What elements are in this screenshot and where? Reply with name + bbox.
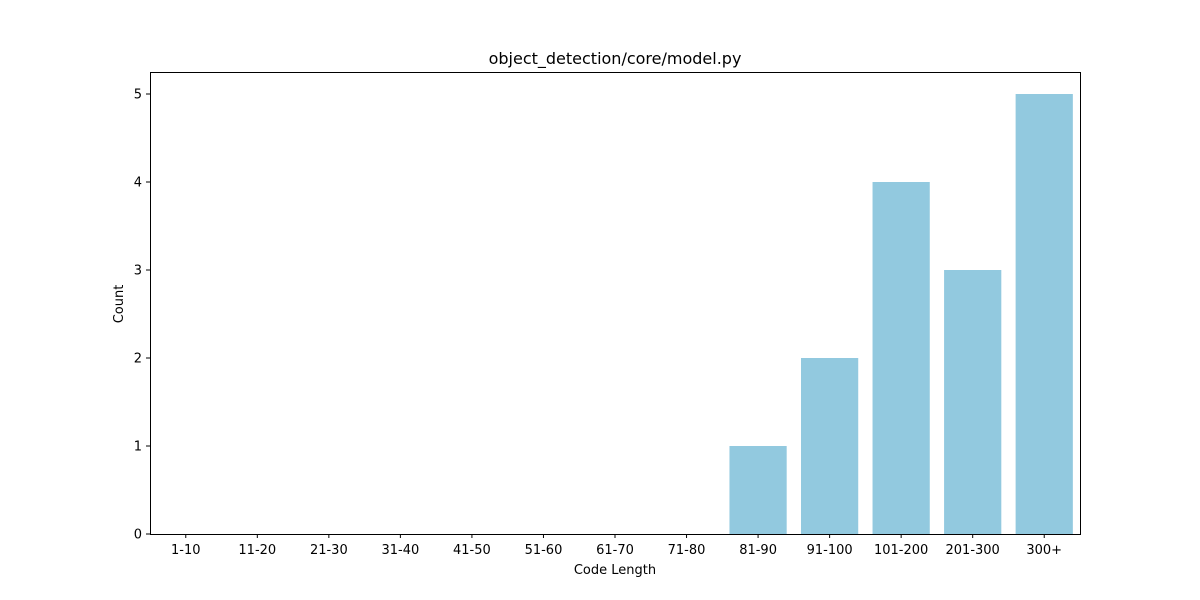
x-tick-label: 101-200	[874, 543, 928, 558]
x-tick-label: 81-90	[739, 543, 777, 558]
bar-201-300	[944, 270, 1002, 534]
y-axis-label: Count	[112, 285, 127, 324]
x-tick-label: 61-70	[596, 543, 634, 558]
x-tick-label: 41-50	[453, 543, 491, 558]
bar-300+	[1015, 94, 1073, 534]
x-tick-label: 91-100	[807, 543, 853, 558]
x-tick-label: 11-20	[238, 543, 276, 558]
y-tick-label: 2	[134, 352, 142, 367]
y-tick-label: 0	[134, 528, 142, 543]
y-tick-label: 3	[134, 264, 142, 279]
x-ticks-group: 1-10 11-20 21-30 31-40 41-50 51-60 61-70 71-80 8…	[171, 534, 1062, 558]
y-tick-label: 1	[134, 440, 142, 455]
x-tick-label: 21-30	[310, 543, 348, 558]
bar-91-100	[801, 358, 859, 534]
y-ticks-group: 0 1 2 3 4 5	[134, 88, 150, 543]
bars-group	[729, 94, 1073, 534]
bar-101-200	[872, 182, 930, 534]
y-tick-label: 5	[134, 88, 142, 103]
plot-frame	[150, 72, 1081, 535]
x-tick-label: 1-10	[171, 543, 201, 558]
x-tick-label: 300+	[1026, 543, 1062, 558]
x-tick-label: 71-80	[668, 543, 706, 558]
x-tick-label: 201-300	[946, 543, 1000, 558]
x-tick-label: 31-40	[381, 543, 419, 558]
x-tick-label: 51-60	[525, 543, 563, 558]
y-tick-label: 4	[134, 176, 142, 191]
chart-title: object_detection/core/model.py	[489, 49, 742, 69]
bar-81-90	[729, 446, 787, 534]
x-axis-label: Code Length	[574, 563, 656, 578]
